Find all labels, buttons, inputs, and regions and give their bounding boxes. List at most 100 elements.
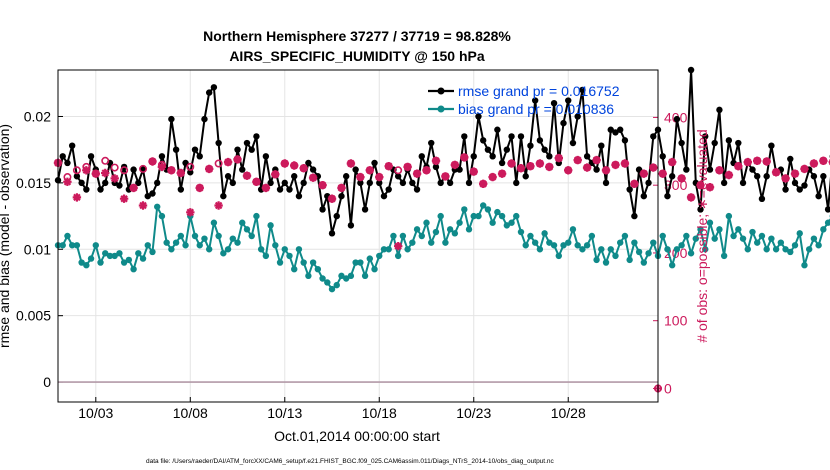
evaluated-obs-marker [743, 157, 752, 167]
bias-point [494, 208, 501, 216]
bias-point [276, 259, 284, 266]
rmse-point [158, 153, 166, 160]
rmse-point [234, 146, 241, 153]
bias-point [120, 259, 128, 266]
bias-point [607, 246, 614, 253]
bias-point [125, 256, 133, 264]
bias-point [182, 242, 189, 249]
bias-point [172, 239, 180, 246]
legend-bias-text: bias grand pr = 0.010836 [458, 101, 614, 117]
rmse-point [546, 153, 553, 160]
rmse-point [659, 153, 666, 160]
y-tick-label: 0 [43, 374, 51, 390]
rmse-point [333, 212, 340, 220]
evaluated-obs-marker [686, 193, 696, 202]
bias-point [664, 246, 671, 253]
gridlines [58, 70, 658, 402]
evaluated-obs-marker [809, 159, 819, 168]
bias-point [791, 242, 799, 249]
rmse-point [394, 173, 402, 180]
x-tick-label: 10/13 [267, 405, 302, 421]
rmse-point [361, 206, 369, 213]
rmse-point [68, 142, 76, 149]
evaluated-obs-marker [327, 194, 337, 203]
bias-point [177, 232, 185, 240]
rmse-point [824, 206, 830, 213]
bias-point [513, 212, 520, 220]
evaluated-obs-marker [450, 160, 460, 170]
evaluated-obs-marker [668, 157, 677, 167]
rmse-point [796, 186, 803, 193]
evaluated-obs-marker [479, 179, 488, 188]
bias-point [342, 275, 350, 282]
rmse-point [64, 159, 71, 167]
bias-point [154, 203, 161, 210]
evaluated-obs-marker [412, 169, 422, 178]
evaluated-obs-marker [82, 166, 91, 175]
bias-point [484, 206, 492, 213]
rmse-point [291, 173, 298, 180]
bias-point [758, 232, 766, 240]
rmse-point [569, 139, 577, 147]
bias-point [390, 232, 397, 240]
bias-point [196, 242, 203, 249]
evaluated-obs-marker [195, 183, 204, 193]
bias-point [272, 242, 279, 249]
bias-point [432, 228, 440, 236]
legend: rmse grand pr = 0.016752 bias grand pr =… [428, 83, 620, 117]
evaluated-obs-marker [564, 166, 573, 175]
bias-point [324, 279, 331, 286]
bias-point [725, 212, 733, 220]
evaluated-obs-marker [781, 174, 790, 183]
rmse-point [725, 137, 733, 144]
bias-point [522, 242, 529, 249]
bias-point [135, 250, 142, 257]
rmse-point [513, 179, 520, 187]
bias-point [116, 250, 123, 257]
evaluated-obs-marker [299, 164, 308, 173]
x-tick-label: 10/08 [173, 405, 208, 421]
bias-point [527, 232, 534, 240]
bias-point [92, 242, 99, 249]
rmse-point [522, 173, 529, 180]
bias-point [631, 239, 638, 246]
rmse-point [711, 139, 718, 147]
rmse-point [201, 115, 208, 123]
rmse-point [758, 195, 766, 203]
evaluated-obs-marker [91, 169, 100, 178]
bias-point [517, 228, 525, 236]
rmse-point [196, 153, 203, 160]
evaluated-obs-marker [261, 183, 271, 193]
rmse-point [59, 153, 66, 160]
bias-point [347, 272, 355, 280]
bias-point [257, 246, 265, 253]
rmse-point [267, 179, 274, 187]
evaluated-obs-marker [271, 170, 280, 179]
bias-point [593, 256, 600, 264]
bias-point [399, 232, 407, 240]
bias-point [617, 239, 624, 246]
bias-point [820, 226, 827, 233]
y-tick-label: 0.005 [16, 308, 51, 324]
rmse-point [97, 186, 104, 193]
rmse-point [116, 182, 123, 189]
evaluated-obs-marker [734, 162, 743, 171]
bias-point [286, 252, 293, 260]
bias-point [394, 252, 402, 260]
rmse-point [763, 173, 770, 180]
possible-obs-marker [186, 162, 195, 171]
evaluated-obs-marker [592, 155, 601, 165]
possible-obs-marker [394, 166, 403, 175]
rmse-point [177, 186, 185, 193]
rmse-point [342, 173, 350, 180]
rmse-point [503, 146, 511, 153]
rmse-point [295, 192, 303, 200]
bias-point [102, 250, 109, 257]
evaluated-obs-marker [205, 164, 214, 174]
rmse-point [787, 155, 794, 163]
rmse-point [437, 179, 444, 187]
footnote: data file: /Users/raeder/DAI/ATM_forcXX/… [146, 458, 555, 465]
x-axis-label: Oct.01,2014 00:00:00 start [274, 428, 440, 444]
evaluated-obs-marker [214, 201, 223, 210]
rmse-point [205, 89, 213, 96]
